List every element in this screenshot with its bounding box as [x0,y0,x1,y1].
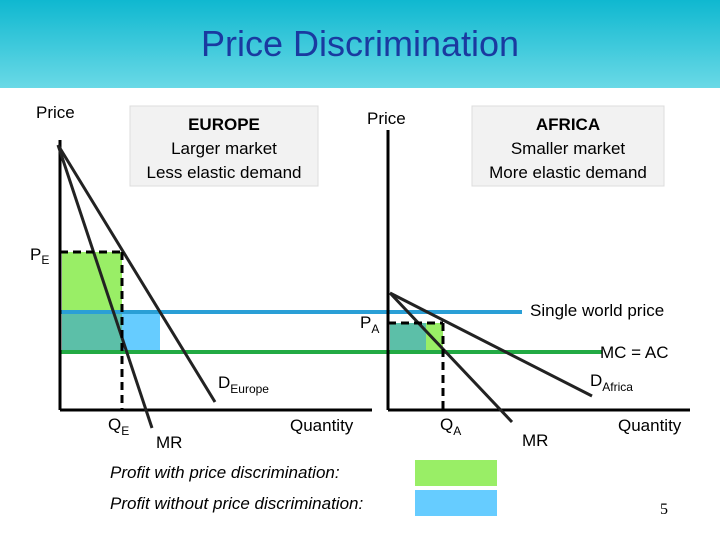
demand-curve [389,291,593,398]
line-label: Single world price [530,301,664,320]
label-main: P [30,245,41,264]
label-main: P [360,313,371,332]
box-text: Larger market [171,139,277,158]
box-text: More elastic demand [489,163,647,182]
quantity-label: QA [440,415,461,438]
label-main: Q [440,415,453,434]
label-sub: E [121,424,129,438]
overlap-area [390,323,426,352]
label-main: Q [108,415,121,434]
curve-label: DEurope [218,373,269,396]
axis-label: Price [367,109,406,128]
europe-box [129,105,319,187]
legend-label: Profit with price discrimination: [110,463,340,482]
axis-label: Quantity [290,416,354,435]
quantity-label: QE [108,415,129,438]
price-label: PA [360,313,379,336]
axis-label: Quantity [618,416,682,435]
mr-curve [56,144,154,429]
axis-label: Price [36,103,75,122]
box-text: Less elastic demand [147,163,302,182]
demand-curve [56,144,217,403]
title: Price Discrimination [201,23,519,64]
box-text: AFRICA [536,115,600,134]
label-main: D [218,373,230,392]
legend-swatch [415,490,497,516]
curve-label: MR [522,431,548,450]
label-sub: A [371,322,379,336]
page-number: 5 [660,501,668,518]
africa-box [471,105,665,187]
line-label: MC = AC [600,343,669,362]
legend-swatch [415,460,497,486]
mr-curve [388,291,514,424]
price-label: PE [30,245,49,267]
curve-label: DAfrica [590,371,633,394]
label-sub: Africa [602,380,633,394]
label-main: D [590,371,602,390]
overlap-area [62,312,122,352]
label-sub: E [41,253,49,267]
box-text: Smaller market [511,139,626,158]
label-sub: Europe [230,382,269,396]
legend-label: Profit without price discrimination: [110,494,363,513]
header-band [0,0,720,88]
box-text: EUROPE [188,115,260,134]
label-sub: A [453,424,461,438]
curve-label: MR [156,433,182,452]
